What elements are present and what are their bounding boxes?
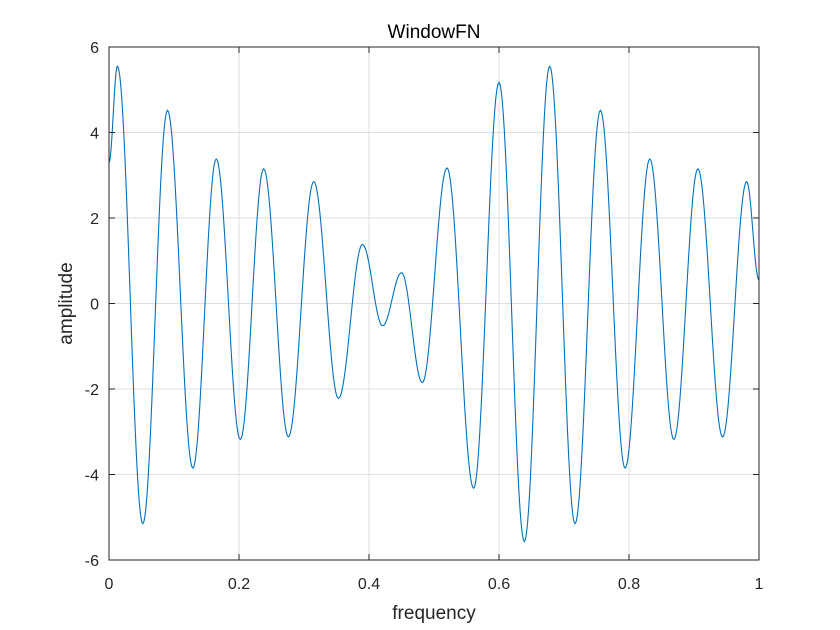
chart-title: WindowFN bbox=[388, 22, 481, 43]
y-tick-label: 2 bbox=[90, 211, 99, 228]
y-tick-label: -4 bbox=[85, 468, 99, 485]
tick-labels: 0 0.2 0.4 0.6 0.8 1 -6 -4 -2 0 2 4 6 bbox=[85, 40, 764, 593]
x-tick-label: 0.8 bbox=[618, 576, 640, 593]
y-axis-label: amplitude bbox=[56, 262, 77, 344]
y-tick-label: 4 bbox=[90, 126, 99, 143]
y-tick-label: 0 bbox=[90, 297, 99, 314]
series-group bbox=[108, 65, 760, 543]
grid bbox=[108, 46, 760, 561]
y-tick-label: 6 bbox=[90, 40, 99, 57]
x-tick-label: 1 bbox=[755, 576, 764, 593]
x-tick-label: 0 bbox=[105, 576, 114, 593]
y-tick-label: -2 bbox=[85, 382, 99, 399]
x-tick-label: 0.2 bbox=[228, 576, 250, 593]
x-tick-label: 0.6 bbox=[488, 576, 510, 593]
series-line bbox=[108, 65, 760, 543]
ticks bbox=[108, 46, 760, 561]
y-tick-label: -6 bbox=[85, 553, 99, 570]
x-axis-label: frequency bbox=[392, 603, 476, 624]
x-tick-label: 0.4 bbox=[358, 576, 380, 593]
